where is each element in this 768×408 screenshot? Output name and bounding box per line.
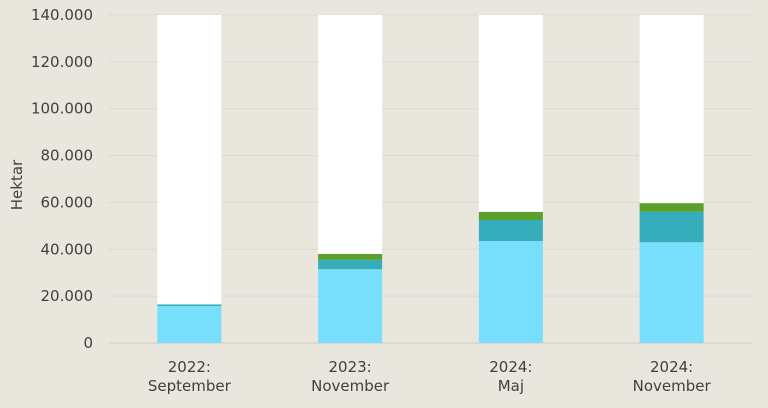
- y-axis-title: Hektar: [8, 159, 26, 210]
- bar-segment: [639, 203, 704, 212]
- bar-segment: [478, 15, 543, 212]
- bar-segment: [318, 253, 383, 260]
- x-category-label: 2024:: [489, 358, 532, 376]
- bar-segment: [639, 211, 704, 243]
- y-tick-label: 120.000: [31, 53, 93, 71]
- x-category-label: 2022:: [168, 358, 211, 376]
- x-category-label: September: [148, 377, 232, 395]
- y-tick-label: 40.000: [41, 240, 94, 258]
- bar-segment: [478, 220, 543, 242]
- x-category-label: November: [311, 377, 390, 395]
- bar-segment: [639, 242, 704, 343]
- y-tick-label: 80.000: [41, 147, 94, 165]
- y-axis-ticks: 0 20.000 40.000 60.000 80.000 100.000 120.000 1…: [31, 6, 93, 352]
- x-category-label: Maj: [498, 377, 524, 395]
- bars: [157, 15, 704, 343]
- bar-segment: [157, 305, 222, 343]
- y-tick-label: 0: [83, 334, 93, 352]
- bar-segment: [639, 15, 704, 204]
- y-tick-label: 60.000: [41, 193, 94, 211]
- bar-segment: [318, 259, 383, 270]
- bar-segment: [478, 211, 543, 220]
- y-tick-label: 140.000: [31, 6, 93, 24]
- bar-segment: [318, 269, 383, 343]
- y-tick-label: 20.000: [41, 287, 94, 305]
- y-tick-label: 100.000: [31, 100, 93, 118]
- bar-segment: [157, 15, 222, 305]
- x-axis-categories: 2022:September2023:November2024:Maj2024:…: [148, 358, 712, 395]
- bar-segment: [478, 241, 543, 343]
- x-category-label: 2023:: [329, 358, 372, 376]
- x-category-label: November: [633, 377, 712, 395]
- bar-segment: [318, 15, 383, 254]
- x-category-label: 2024:: [650, 358, 693, 376]
- bar-segment: [157, 304, 222, 306]
